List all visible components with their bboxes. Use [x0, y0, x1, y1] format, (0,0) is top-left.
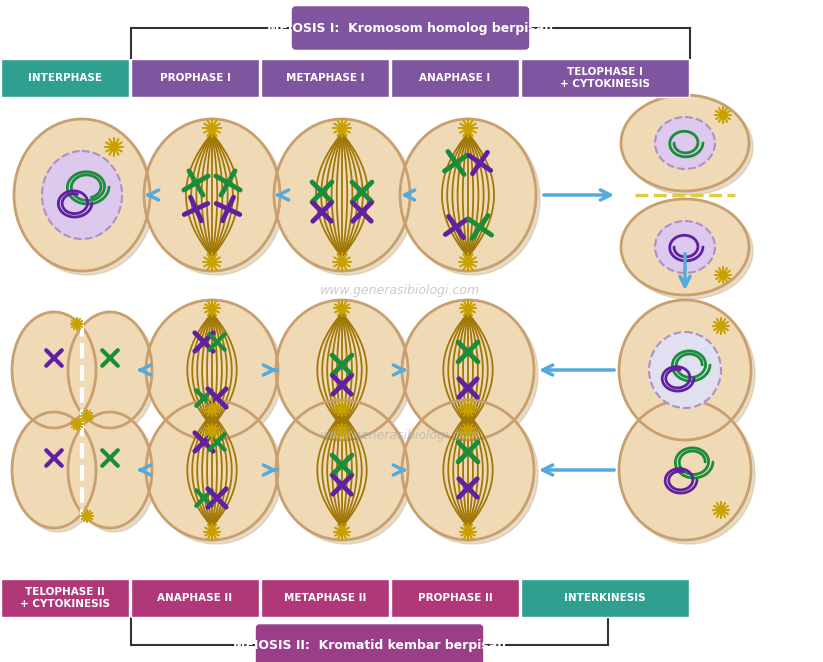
- FancyBboxPatch shape: [261, 579, 389, 617]
- FancyBboxPatch shape: [131, 59, 259, 97]
- Ellipse shape: [146, 400, 278, 540]
- Ellipse shape: [150, 304, 282, 444]
- Ellipse shape: [404, 123, 540, 275]
- Ellipse shape: [16, 316, 100, 432]
- Ellipse shape: [625, 203, 753, 299]
- Circle shape: [718, 322, 724, 330]
- Circle shape: [464, 404, 472, 412]
- Text: INTERPHASE: INTERPHASE: [28, 73, 102, 83]
- Text: www.generasibiologi.com: www.generasibiologi.com: [320, 428, 480, 442]
- Circle shape: [464, 528, 472, 535]
- Text: INTERKINESIS: INTERKINESIS: [565, 593, 646, 603]
- FancyBboxPatch shape: [1, 59, 129, 97]
- Circle shape: [338, 124, 346, 132]
- Ellipse shape: [280, 404, 412, 544]
- Circle shape: [208, 305, 216, 312]
- Circle shape: [74, 421, 80, 427]
- Ellipse shape: [402, 400, 534, 540]
- Circle shape: [464, 258, 472, 266]
- Ellipse shape: [623, 404, 755, 544]
- Ellipse shape: [406, 304, 538, 444]
- Ellipse shape: [14, 119, 150, 271]
- Ellipse shape: [280, 304, 412, 444]
- FancyBboxPatch shape: [292, 7, 528, 49]
- Ellipse shape: [619, 300, 751, 440]
- Circle shape: [464, 305, 472, 312]
- Circle shape: [208, 528, 216, 535]
- FancyBboxPatch shape: [131, 579, 259, 617]
- Circle shape: [719, 271, 727, 279]
- Text: MEIOSIS I:  Kromosom homolog berpisah: MEIOSIS I: Kromosom homolog berpisah: [267, 21, 554, 34]
- Ellipse shape: [649, 332, 721, 408]
- Ellipse shape: [402, 300, 534, 440]
- Circle shape: [338, 305, 346, 312]
- Text: TELOPHASE I
+ CYTOKINESIS: TELOPHASE I + CYTOKINESIS: [560, 68, 650, 89]
- Circle shape: [208, 124, 216, 132]
- Text: PROPHASE II: PROPHASE II: [417, 593, 492, 603]
- Ellipse shape: [619, 400, 751, 540]
- Text: ANAPHASE II: ANAPHASE II: [157, 593, 233, 603]
- Ellipse shape: [12, 312, 96, 428]
- Text: METAPHASE I: METAPHASE I: [286, 73, 365, 83]
- Ellipse shape: [68, 312, 152, 428]
- Circle shape: [338, 404, 346, 412]
- Circle shape: [74, 321, 80, 327]
- Ellipse shape: [42, 151, 122, 239]
- FancyBboxPatch shape: [521, 59, 689, 97]
- Text: MEIOSIS II:  Kromatid kembar berpisah: MEIOSIS II: Kromatid kembar berpisah: [233, 639, 506, 651]
- Ellipse shape: [625, 99, 753, 195]
- FancyBboxPatch shape: [257, 625, 482, 662]
- Circle shape: [208, 428, 216, 435]
- Ellipse shape: [68, 412, 152, 528]
- Ellipse shape: [278, 123, 414, 275]
- Ellipse shape: [146, 300, 278, 440]
- Circle shape: [338, 428, 346, 435]
- Ellipse shape: [72, 416, 156, 532]
- Ellipse shape: [144, 119, 280, 271]
- Ellipse shape: [150, 404, 282, 544]
- Circle shape: [464, 428, 472, 435]
- FancyBboxPatch shape: [391, 579, 519, 617]
- FancyBboxPatch shape: [261, 59, 389, 97]
- Circle shape: [338, 258, 346, 266]
- Circle shape: [110, 143, 118, 151]
- Circle shape: [718, 506, 724, 514]
- Ellipse shape: [276, 400, 408, 540]
- Circle shape: [208, 258, 216, 266]
- Text: PROPHASE I: PROPHASE I: [160, 73, 230, 83]
- Text: METAPHASE II: METAPHASE II: [284, 593, 366, 603]
- Ellipse shape: [18, 123, 154, 275]
- Text: www.generasibiologi.com: www.generasibiologi.com: [320, 283, 480, 297]
- Ellipse shape: [621, 95, 749, 191]
- Ellipse shape: [621, 199, 749, 295]
- FancyBboxPatch shape: [521, 579, 689, 617]
- Circle shape: [719, 111, 727, 118]
- FancyBboxPatch shape: [391, 59, 519, 97]
- Ellipse shape: [655, 117, 715, 169]
- Circle shape: [84, 413, 90, 418]
- Circle shape: [464, 124, 472, 132]
- Ellipse shape: [16, 416, 100, 532]
- Ellipse shape: [655, 221, 715, 273]
- FancyBboxPatch shape: [1, 579, 129, 617]
- Ellipse shape: [623, 304, 755, 444]
- Text: TELOPHASE II
+ CYTOKINESIS: TELOPHASE II + CYTOKINESIS: [20, 587, 110, 609]
- Text: ANAPHASE I: ANAPHASE I: [420, 73, 491, 83]
- Circle shape: [84, 513, 90, 519]
- Ellipse shape: [148, 123, 284, 275]
- Ellipse shape: [406, 404, 538, 544]
- Ellipse shape: [274, 119, 410, 271]
- Ellipse shape: [12, 412, 96, 528]
- Ellipse shape: [276, 300, 408, 440]
- Ellipse shape: [72, 316, 156, 432]
- Circle shape: [208, 404, 216, 412]
- Ellipse shape: [400, 119, 536, 271]
- Circle shape: [338, 528, 346, 535]
